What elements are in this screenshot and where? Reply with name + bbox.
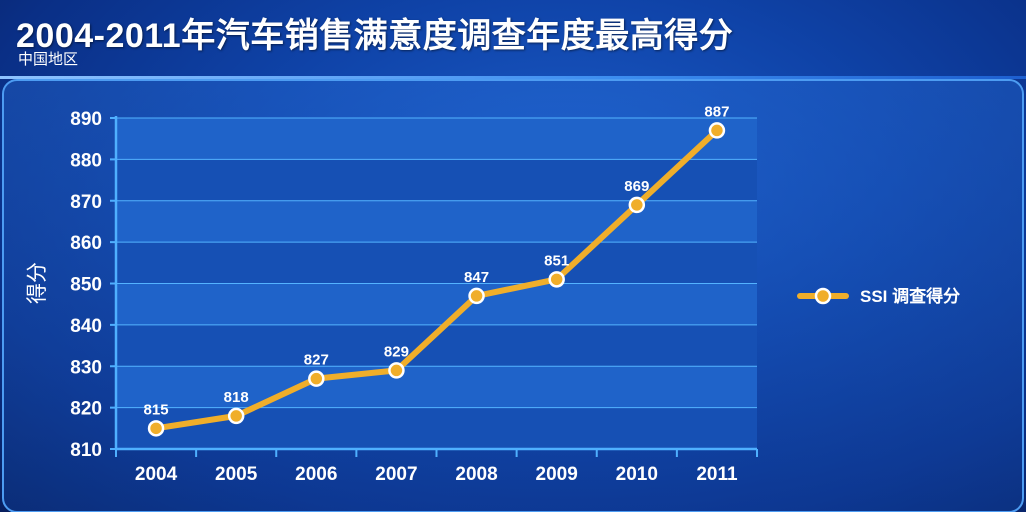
data-point bbox=[468, 287, 485, 305]
x-tick-label: 2009 bbox=[536, 464, 578, 485]
y-tick-label: 860 bbox=[70, 233, 102, 254]
plot-band bbox=[116, 118, 757, 160]
data-label: 818 bbox=[224, 389, 249, 406]
plot-band bbox=[116, 407, 757, 449]
x-tick-label: 2007 bbox=[375, 464, 417, 485]
axes bbox=[110, 116, 758, 457]
y-axis-ticks: 810 820 830 840 850 860 870 880 890 bbox=[70, 109, 102, 461]
series-layer: 815 818 827 829 847 851 869 887 bbox=[144, 103, 729, 437]
y-tick-label: 870 bbox=[70, 192, 102, 213]
y-tick-label: 850 bbox=[70, 275, 102, 296]
data-point bbox=[147, 420, 165, 437]
plot-area bbox=[116, 118, 757, 449]
data-label: 851 bbox=[544, 252, 569, 269]
legend: SSI 调查得分 bbox=[797, 286, 960, 306]
data-point bbox=[548, 271, 565, 288]
y-tick-label: 830 bbox=[70, 357, 102, 378]
y-tick-label: 810 bbox=[70, 440, 102, 461]
y-tick-label: 820 bbox=[70, 399, 102, 420]
data-label: 829 bbox=[384, 343, 409, 360]
title-divider bbox=[0, 76, 1026, 79]
plot-band bbox=[116, 283, 757, 325]
data-point bbox=[628, 196, 646, 214]
page-subtitle: 中国地区 bbox=[18, 51, 79, 68]
y-tick-label: 890 bbox=[70, 109, 102, 130]
data-label: 827 bbox=[304, 352, 329, 369]
y-axis-title: 得分 bbox=[25, 262, 49, 304]
plot-band bbox=[116, 242, 757, 284]
x-tick-label: 2005 bbox=[215, 464, 258, 485]
y-tick-label: 840 bbox=[70, 316, 102, 337]
data-point bbox=[308, 370, 325, 387]
x-tick-label: 2011 bbox=[696, 464, 738, 485]
data-label: 847 bbox=[464, 269, 489, 286]
x-tick-label: 2004 bbox=[135, 464, 178, 485]
data-label: 869 bbox=[624, 178, 649, 195]
x-tick-label: 2008 bbox=[455, 464, 497, 485]
data-label: 815 bbox=[144, 401, 169, 418]
data-label: 887 bbox=[704, 103, 729, 120]
legend-marker-swatch bbox=[814, 287, 832, 305]
plot-band bbox=[116, 200, 757, 243]
legend-label: SSI 调查得分 bbox=[860, 286, 960, 306]
page-title: 2004-2011年汽车销售满意度调查年度最高得分 bbox=[16, 17, 734, 55]
x-tick-label: 2010 bbox=[616, 464, 658, 485]
data-point bbox=[708, 122, 726, 139]
plot-band bbox=[116, 366, 757, 408]
series-line bbox=[153, 127, 720, 432]
x-axis-ticks: 2004 2005 2006 2007 2008 2009 2010 2011 bbox=[135, 464, 738, 485]
x-tick-label: 2006 bbox=[295, 464, 337, 485]
data-point bbox=[388, 362, 405, 379]
data-point bbox=[227, 407, 245, 425]
y-tick-label: 880 bbox=[70, 150, 102, 171]
